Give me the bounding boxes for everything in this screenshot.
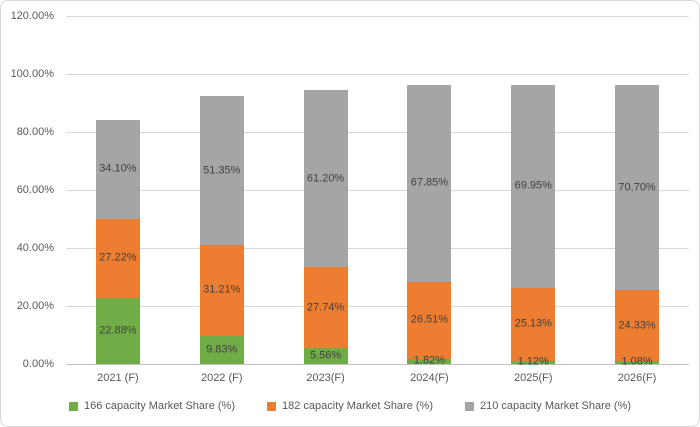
legend-item: 210 capacity Market Share (%)	[465, 399, 631, 413]
y-tick-label: 120.00%	[10, 10, 54, 22]
bar-slot: 5.56% 27.74% 61.20%	[274, 16, 378, 364]
bar-segment: 70.70%	[615, 85, 660, 291]
bar-slot: 1.82% 26.51% 67.85%	[378, 16, 482, 367]
x-axis: 2021 (F) 2022 (F) 2023(F) 2024(F) 2025(F) 202…	[66, 371, 689, 386]
data-label: 51.35%	[203, 164, 241, 177]
bar-slot: 1.08% 24.33% 70.70%	[585, 16, 689, 368]
legend-label: 210 capacity Market Share (%)	[480, 400, 632, 412]
x-axis-line	[66, 363, 689, 365]
bar-segment: 69.95%	[511, 85, 556, 288]
bar-segment: 22.88%	[95, 297, 140, 364]
bar-segment: 1.82%	[407, 355, 452, 367]
bar-stack: 1.82% 26.51% 67.85%	[407, 85, 452, 367]
bar-segment: 34.10%	[95, 119, 140, 219]
legend-item: 182 capacity Market Share (%)	[266, 399, 433, 413]
data-label: 70.70%	[618, 181, 656, 194]
gridline	[66, 305, 689, 307]
bar-slot: 22.88% 27.22% 34.10%	[66, 16, 170, 364]
data-label: 22.88%	[99, 324, 137, 337]
data-label: 5.56%	[309, 349, 342, 362]
plot-area: 22.88% 27.22% 34.10% 9.83% 31.21% 51.35% 5.56%…	[66, 15, 689, 368]
x-tick-label: 2021 (F)	[97, 372, 139, 384]
data-label: 1.08%	[621, 355, 653, 368]
bar-stack: 9.83% 31.21% 51.35%	[199, 96, 244, 364]
bar-segment: 31.21%	[199, 245, 244, 336]
legend-swatch-icon	[68, 401, 78, 411]
data-label: 69.95%	[514, 179, 552, 192]
y-tick-label: 60.00%	[16, 184, 54, 196]
bar-stack: 5.56% 27.74% 61.20%	[303, 89, 348, 364]
gridline	[66, 131, 689, 133]
bar-stack: 1.12% 25.13% 69.95%	[511, 85, 556, 368]
bar-segment: 51.35%	[199, 96, 244, 245]
bar-segment: 67.85%	[407, 85, 452, 282]
data-label: 67.85%	[410, 176, 449, 189]
y-tick-label: 40.00%	[16, 242, 54, 254]
bar-segment: 24.33%	[615, 290, 660, 361]
legend: 166 capacity Market Share (%) 182 capacit…	[1, 399, 699, 413]
x-tick-label: 2024(F)	[410, 372, 449, 384]
gridline	[66, 15, 689, 17]
gridline	[66, 189, 689, 191]
data-label: 34.10%	[99, 162, 137, 175]
gridline	[66, 73, 689, 75]
data-label: 25.13%	[514, 317, 552, 330]
legend-label: 182 capacity Market Share (%)	[281, 400, 433, 412]
bar-slot: 9.83% 31.21% 51.35%	[170, 16, 274, 364]
bar-slot: 1.12% 25.13% 69.95%	[481, 16, 585, 368]
x-tick-label: 2025(F)	[513, 372, 553, 384]
y-tick-label: 100.00%	[10, 68, 54, 80]
bar-segment: 5.56%	[303, 347, 348, 364]
bar-segment: 27.74%	[303, 267, 348, 348]
y-axis: 0.00% 20.00% 40.00% 60.00% 80.00% 100.00% 120.…	[1, 1, 54, 426]
bar-segment: 26.51%	[407, 281, 452, 359]
bar-segment: 1.08%	[615, 356, 660, 368]
legend-swatch-icon	[465, 401, 474, 411]
data-label: 1.12%	[517, 355, 549, 368]
bar-segment: 27.22%	[95, 218, 140, 298]
data-label: 24.33%	[618, 319, 656, 332]
legend-item: 166 capacity Market Share (%)	[68, 399, 235, 413]
x-tick-label: 2023(F)	[306, 372, 345, 384]
legend-swatch-icon	[266, 401, 276, 411]
bar-segment: 25.13%	[511, 287, 556, 361]
data-label: 9.83%	[206, 343, 238, 356]
x-tick-label: 2026(F)	[617, 372, 657, 384]
data-label: 31.21%	[203, 283, 241, 296]
bar-segment: 61.20%	[303, 89, 348, 268]
bar-segment: 9.83%	[199, 335, 244, 364]
bar-stack: 22.88% 27.22% 34.10%	[95, 119, 140, 364]
data-label: 26.51%	[410, 313, 449, 326]
data-label: 1.82%	[413, 354, 446, 367]
data-label: 27.22%	[99, 251, 137, 264]
y-tick-label: 20.00%	[16, 300, 54, 312]
y-tick-label: 80.00%	[16, 126, 54, 138]
legend-label: 166 capacity Market Share (%)	[83, 400, 235, 412]
x-tick-label: 2022 (F)	[200, 372, 243, 384]
data-label: 27.74%	[306, 301, 345, 314]
y-tick-label: 0.00%	[22, 358, 54, 370]
bar-stack: 1.08% 24.33% 70.70%	[615, 85, 660, 368]
data-label: 61.20%	[306, 172, 345, 185]
bar-segment: 1.12%	[511, 356, 556, 368]
gridline	[66, 247, 689, 249]
